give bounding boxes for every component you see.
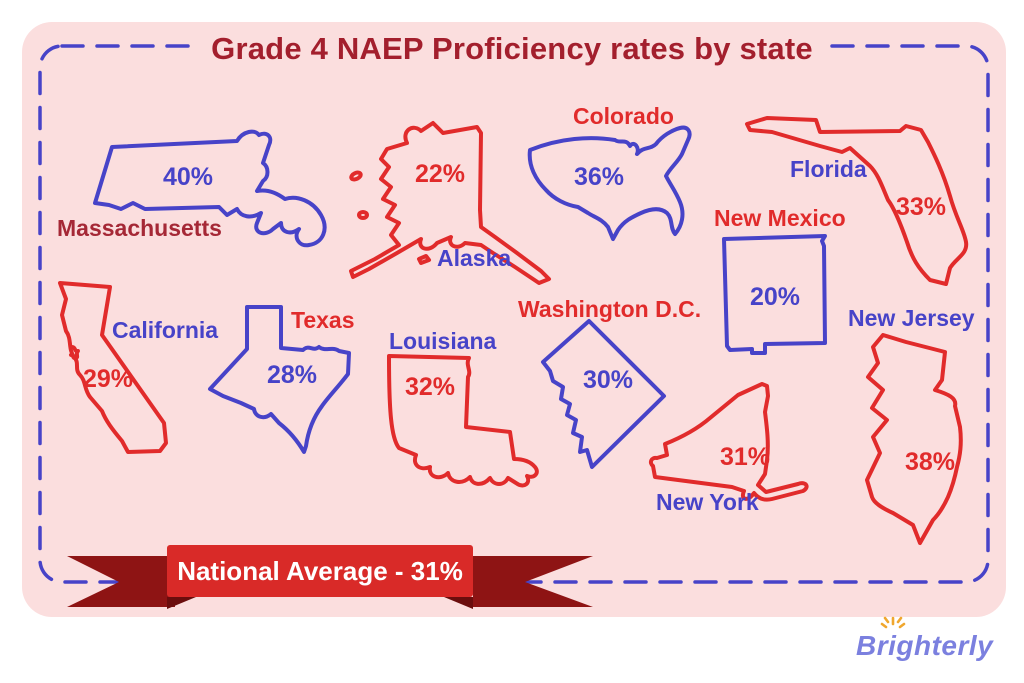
ribbon-left-fold — [167, 597, 196, 609]
new-york-shape — [648, 382, 809, 502]
washington-dc-value: 30% — [583, 366, 634, 394]
new-jersey-label: New Jersey — [848, 305, 975, 331]
new-york-label: New York — [656, 489, 759, 515]
massachusetts-shape — [93, 129, 327, 248]
texas-shape — [208, 305, 351, 454]
texas-label: Texas — [291, 307, 355, 333]
california-value: 29% — [83, 365, 134, 393]
ribbon-left-tail — [67, 556, 175, 607]
new-jersey-value: 38% — [905, 448, 956, 476]
page-title: Grade 4 NAEP Proficiency rates by state — [195, 31, 829, 67]
colorado-value: 36% — [574, 163, 625, 191]
louisiana-label: Louisiana — [389, 328, 497, 354]
alaska-label: Alaska — [437, 245, 512, 271]
florida-shape — [745, 116, 969, 286]
massachusetts-label: Massachusetts — [57, 215, 222, 241]
pink-card-background — [22, 22, 1006, 617]
national-average-ribbon — [67, 545, 593, 609]
new-york-value: 31% — [720, 443, 771, 471]
ribbon-right-fold — [444, 597, 473, 609]
florida-value: 33% — [896, 193, 947, 221]
massachusetts-value: 40% — [163, 163, 214, 191]
florida-label: Florida — [790, 156, 867, 182]
washington-dc-shape — [541, 319, 666, 469]
ribbon-right-tail — [473, 556, 593, 607]
brighterly-logo: Brighterly — [856, 616, 996, 670]
new-jersey-shape — [865, 333, 963, 545]
new-mexico-shape — [722, 234, 827, 355]
louisiana-shape — [387, 354, 539, 488]
colorado-shape-us-outline — [527, 125, 692, 241]
alaska-shape — [349, 121, 551, 285]
new-mexico-value: 20% — [750, 283, 801, 311]
texas-value: 28% — [267, 361, 318, 389]
louisiana-value: 32% — [405, 373, 456, 401]
california-label: California — [112, 317, 219, 343]
colorado-label: Colorado — [573, 103, 674, 129]
national-average-text: National Average - 31% — [177, 555, 463, 586]
sun-sparkle-icon — [880, 616, 906, 629]
california-shape — [58, 281, 168, 454]
ribbon-center-band — [167, 545, 473, 597]
new-mexico-label: New Mexico — [714, 205, 846, 231]
washington-dc-label: Washington D.C. — [518, 296, 702, 322]
alaska-value: 22% — [415, 160, 466, 188]
brighterly-logo-text: Brighterly — [856, 630, 994, 661]
